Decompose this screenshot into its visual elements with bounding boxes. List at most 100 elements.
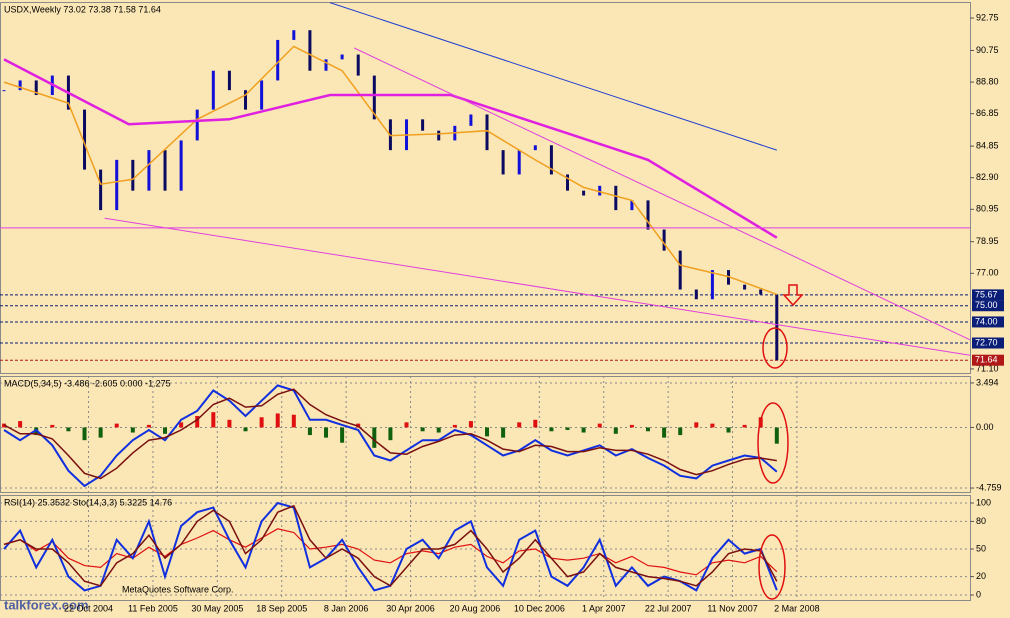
- candle: [759, 289, 763, 295]
- candle: [582, 190, 586, 196]
- annotations: [757, 284, 804, 600]
- y-tick-label: 84.85: [976, 140, 999, 150]
- macd-bar: [452, 424, 457, 428]
- candle: [276, 39, 280, 81]
- macd-bar: [372, 427, 377, 448]
- indicator-line: [3, 45, 778, 296]
- macd-bar: [565, 427, 570, 430]
- macd-bar: [227, 419, 232, 428]
- y-tick-label: 82.90: [976, 172, 999, 182]
- macd-bar: [146, 424, 151, 428]
- macd-bar: [114, 423, 119, 428]
- candle: [678, 250, 682, 290]
- y-tick-label: 78.95: [976, 236, 999, 246]
- macd-bar: [629, 424, 634, 428]
- candle: [743, 284, 747, 290]
- y-tick-label: 71.10: [976, 363, 999, 373]
- candle: [324, 59, 328, 71]
- candle: [99, 169, 103, 211]
- main-frame: [0, 2, 971, 374]
- x-tick-label: 2 Mar 2008: [774, 603, 820, 613]
- macd-bar: [82, 427, 87, 441]
- candle: [662, 229, 666, 251]
- macd-bar: [18, 421, 23, 428]
- candle: [356, 54, 360, 76]
- credit: MetaQuotes Software Corp.: [122, 584, 234, 594]
- rsi-circle: [758, 534, 786, 600]
- macd-bar: [533, 419, 538, 428]
- price-circle: [762, 327, 788, 369]
- candle: [372, 75, 376, 120]
- candle: [34, 80, 38, 96]
- indicator-line: [3, 388, 777, 480]
- candle: [244, 90, 248, 110]
- macd-frame: [0, 376, 971, 493]
- panel-title: USDX,Weekly 73.02 73.38 71.58 71.64: [4, 4, 161, 14]
- macd-circle: [757, 402, 789, 484]
- indicator-line: [353, 47, 971, 341]
- macd-bar: [501, 427, 506, 438]
- x-tick-label: 18 Sep 2005: [256, 603, 307, 613]
- y-tick-label: 3.494: [976, 377, 999, 387]
- watermark: talkforex.com: [4, 597, 89, 612]
- macd-bar: [98, 427, 103, 438]
- macd-bar: [66, 427, 71, 432]
- candle: [469, 114, 473, 126]
- x-tick-label: 20 Aug 2006: [450, 603, 501, 613]
- price-level-box: [972, 354, 1004, 366]
- macd-bar: [468, 421, 473, 428]
- candle: [566, 174, 570, 191]
- candle: [163, 150, 167, 191]
- panel-title: MACD(5,34,5) -3.486 -2.605 0.000 -1.275: [4, 378, 171, 388]
- macd-bar: [694, 422, 699, 428]
- macd-bar: [50, 424, 55, 428]
- y-tick-label: 86.85: [976, 108, 999, 118]
- candle: [195, 109, 199, 141]
- candle: [517, 150, 521, 175]
- candle: [549, 145, 553, 175]
- x-tick-label: 10 Dec 2006: [514, 603, 565, 613]
- macd-bar: [710, 423, 715, 428]
- x-tick-label: 1 Apr 2007: [582, 603, 626, 613]
- x-tick-label: 11 Nov 2007: [707, 603, 757, 613]
- candle: [18, 80, 22, 91]
- macd-bar: [307, 427, 312, 436]
- price-level-box: [972, 300, 1004, 312]
- candle: [340, 54, 344, 60]
- macd-bar: [243, 427, 248, 432]
- candle: [292, 30, 296, 40]
- macd-bar: [597, 423, 602, 428]
- candle: [2, 90, 6, 92]
- y-tick-label: 100: [976, 497, 991, 507]
- macd-bar: [742, 424, 747, 428]
- candle: [179, 140, 183, 191]
- macd-bar: [195, 415, 200, 428]
- panel-frames: [0, 2, 971, 601]
- indicator-line: [3, 384, 778, 488]
- candle: [646, 200, 650, 230]
- price-level-label: 72.70: [975, 337, 998, 347]
- macd-bar: [211, 412, 216, 428]
- x-tick-label: 30 May 2005: [191, 603, 243, 613]
- candle: [598, 185, 602, 196]
- price-level-label: 74.00: [975, 316, 998, 326]
- down-arrow: [782, 284, 804, 307]
- x-tick-label: 8 Jan 2006: [324, 603, 369, 613]
- macd-bar: [517, 422, 522, 428]
- macd-bar: [485, 427, 490, 437]
- candle: [501, 150, 505, 175]
- candle: [775, 294, 779, 361]
- indicator-line: [104, 217, 971, 356]
- candle: [614, 185, 618, 211]
- candle: [694, 289, 698, 300]
- x-tick-label: 11 Feb 2005: [128, 603, 178, 613]
- macd-bar: [340, 427, 345, 443]
- macd-bar: [613, 427, 618, 434]
- rsi-frame: [0, 495, 971, 601]
- macd-bar: [420, 427, 425, 432]
- candle: [710, 270, 714, 300]
- candle: [147, 150, 151, 191]
- price-level-label: 75.00: [975, 300, 998, 310]
